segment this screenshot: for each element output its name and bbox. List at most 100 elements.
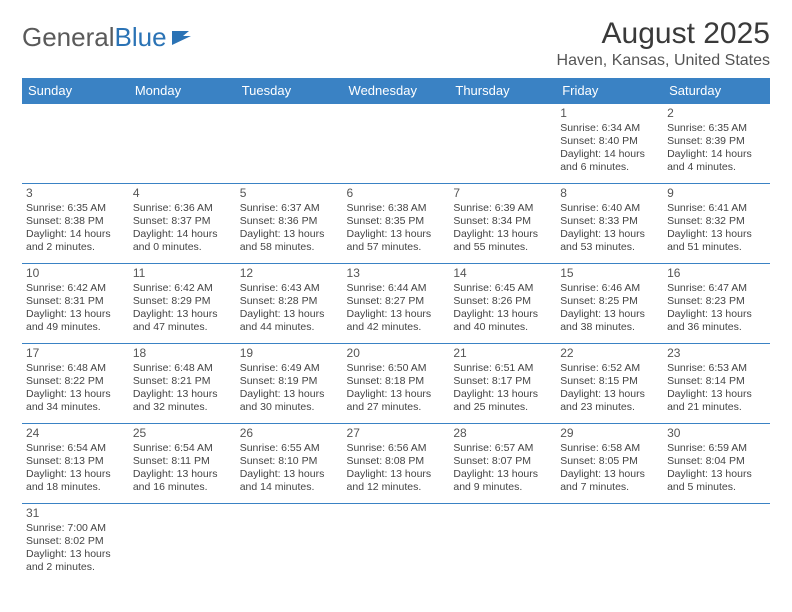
sunrise-line: Sunrise: 6:54 AM <box>133 442 232 455</box>
sunrise-line: Sunrise: 6:52 AM <box>560 362 659 375</box>
sunrise-line: Sunrise: 6:59 AM <box>667 442 766 455</box>
title-block: August 2025 Haven, Kansas, United States <box>557 18 770 70</box>
day-cell: 26Sunrise: 6:55 AMSunset: 8:10 PMDayligh… <box>236 424 343 504</box>
sunrise-line: Sunrise: 6:46 AM <box>560 282 659 295</box>
day-number: 11 <box>133 266 232 281</box>
weekday-row: SundayMondayTuesdayWednesdayThursdayFrid… <box>22 78 770 104</box>
sunrise-line: Sunrise: 6:35 AM <box>26 202 125 215</box>
day-number: 8 <box>560 186 659 201</box>
sunset-line: Sunset: 8:32 PM <box>667 215 766 228</box>
day-cell: 6Sunrise: 6:38 AMSunset: 8:35 PMDaylight… <box>343 184 450 264</box>
sunrise-line: Sunrise: 6:43 AM <box>240 282 339 295</box>
day-cell: 8Sunrise: 6:40 AMSunset: 8:33 PMDaylight… <box>556 184 663 264</box>
sunrise-line: Sunrise: 6:54 AM <box>26 442 125 455</box>
weekday-header: Thursday <box>449 78 556 104</box>
calendar-page: GeneralBlue August 2025 Haven, Kansas, U… <box>0 0 792 612</box>
sunrise-line: Sunrise: 6:40 AM <box>560 202 659 215</box>
weekday-header: Sunday <box>22 78 129 104</box>
day-number: 19 <box>240 346 339 361</box>
sunset-line: Sunset: 8:15 PM <box>560 375 659 388</box>
day-cell: 24Sunrise: 6:54 AMSunset: 8:13 PMDayligh… <box>22 424 129 504</box>
day-cell: 20Sunrise: 6:50 AMSunset: 8:18 PMDayligh… <box>343 344 450 424</box>
sunset-line: Sunset: 8:02 PM <box>26 535 125 548</box>
sunrise-line: Sunrise: 6:48 AM <box>133 362 232 375</box>
day-number: 28 <box>453 426 552 441</box>
calendar-head: SundayMondayTuesdayWednesdayThursdayFrid… <box>22 78 770 104</box>
day-number: 29 <box>560 426 659 441</box>
sunset-line: Sunset: 8:31 PM <box>26 295 125 308</box>
day-cell: 28Sunrise: 6:57 AMSunset: 8:07 PMDayligh… <box>449 424 556 504</box>
sunrise-line: Sunrise: 6:57 AM <box>453 442 552 455</box>
calendar-row: 24Sunrise: 6:54 AMSunset: 8:13 PMDayligh… <box>22 424 770 504</box>
daylight-line: Daylight: 13 hours and 30 minutes. <box>240 388 339 414</box>
day-number: 15 <box>560 266 659 281</box>
daylight-line: Daylight: 13 hours and 58 minutes. <box>240 228 339 254</box>
sunset-line: Sunset: 8:38 PM <box>26 215 125 228</box>
brand-logo: GeneralBlue <box>22 18 193 50</box>
day-number: 25 <box>133 426 232 441</box>
sunrise-line: Sunrise: 6:45 AM <box>453 282 552 295</box>
day-cell: 30Sunrise: 6:59 AMSunset: 8:04 PMDayligh… <box>663 424 770 504</box>
daylight-line: Daylight: 14 hours and 4 minutes. <box>667 148 766 174</box>
sunrise-line: Sunrise: 6:50 AM <box>347 362 446 375</box>
sunrise-line: Sunrise: 6:47 AM <box>667 282 766 295</box>
sunset-line: Sunset: 8:07 PM <box>453 455 552 468</box>
sunrise-line: Sunrise: 6:51 AM <box>453 362 552 375</box>
brand-part2: Blue <box>115 24 167 50</box>
day-cell: 21Sunrise: 6:51 AMSunset: 8:17 PMDayligh… <box>449 344 556 424</box>
day-number: 31 <box>26 506 125 521</box>
sunset-line: Sunset: 8:35 PM <box>347 215 446 228</box>
sunset-line: Sunset: 8:34 PM <box>453 215 552 228</box>
day-cell: 2Sunrise: 6:35 AMSunset: 8:39 PMDaylight… <box>663 104 770 184</box>
daylight-line: Daylight: 14 hours and 2 minutes. <box>26 228 125 254</box>
calendar-row: 31Sunrise: 7:00 AMSunset: 8:02 PMDayligh… <box>22 504 770 584</box>
daylight-line: Daylight: 13 hours and 18 minutes. <box>26 468 125 494</box>
sunrise-line: Sunrise: 6:36 AM <box>133 202 232 215</box>
daylight-line: Daylight: 13 hours and 57 minutes. <box>347 228 446 254</box>
calendar-row: 17Sunrise: 6:48 AMSunset: 8:22 PMDayligh… <box>22 344 770 424</box>
sunset-line: Sunset: 8:10 PM <box>240 455 339 468</box>
calendar-row: 1Sunrise: 6:34 AMSunset: 8:40 PMDaylight… <box>22 104 770 184</box>
daylight-line: Daylight: 13 hours and 38 minutes. <box>560 308 659 334</box>
empty-cell <box>663 504 770 584</box>
empty-cell <box>22 104 129 184</box>
day-number: 6 <box>347 186 446 201</box>
day-cell: 9Sunrise: 6:41 AMSunset: 8:32 PMDaylight… <box>663 184 770 264</box>
sunset-line: Sunset: 8:21 PM <box>133 375 232 388</box>
day-cell: 10Sunrise: 6:42 AMSunset: 8:31 PMDayligh… <box>22 264 129 344</box>
flag-icon <box>171 30 193 46</box>
sunset-line: Sunset: 8:23 PM <box>667 295 766 308</box>
day-number: 17 <box>26 346 125 361</box>
empty-cell <box>129 104 236 184</box>
daylight-line: Daylight: 13 hours and 9 minutes. <box>453 468 552 494</box>
sunrise-line: Sunrise: 6:35 AM <box>667 122 766 135</box>
sunrise-line: Sunrise: 6:56 AM <box>347 442 446 455</box>
day-number: 3 <box>26 186 125 201</box>
sunrise-line: Sunrise: 6:39 AM <box>453 202 552 215</box>
day-cell: 25Sunrise: 6:54 AMSunset: 8:11 PMDayligh… <box>129 424 236 504</box>
sunset-line: Sunset: 8:28 PM <box>240 295 339 308</box>
weekday-header: Monday <box>129 78 236 104</box>
empty-cell <box>236 104 343 184</box>
sunset-line: Sunset: 8:37 PM <box>133 215 232 228</box>
header-row: GeneralBlue August 2025 Haven, Kansas, U… <box>22 18 770 74</box>
daylight-line: Daylight: 13 hours and 47 minutes. <box>133 308 232 334</box>
sunset-line: Sunset: 8:13 PM <box>26 455 125 468</box>
sunset-line: Sunset: 8:36 PM <box>240 215 339 228</box>
daylight-line: Daylight: 13 hours and 55 minutes. <box>453 228 552 254</box>
day-cell: 14Sunrise: 6:45 AMSunset: 8:26 PMDayligh… <box>449 264 556 344</box>
sunrise-line: Sunrise: 6:34 AM <box>560 122 659 135</box>
calendar-table: SundayMondayTuesdayWednesdayThursdayFrid… <box>22 78 770 583</box>
day-cell: 11Sunrise: 6:42 AMSunset: 8:29 PMDayligh… <box>129 264 236 344</box>
day-number: 23 <box>667 346 766 361</box>
page-subtitle: Haven, Kansas, United States <box>557 52 770 70</box>
sunset-line: Sunset: 8:33 PM <box>560 215 659 228</box>
page-title: August 2025 <box>557 18 770 50</box>
day-cell: 7Sunrise: 6:39 AMSunset: 8:34 PMDaylight… <box>449 184 556 264</box>
daylight-line: Daylight: 13 hours and 34 minutes. <box>26 388 125 414</box>
daylight-line: Daylight: 13 hours and 27 minutes. <box>347 388 446 414</box>
empty-cell <box>449 504 556 584</box>
empty-cell <box>449 104 556 184</box>
day-number: 7 <box>453 186 552 201</box>
day-cell: 27Sunrise: 6:56 AMSunset: 8:08 PMDayligh… <box>343 424 450 504</box>
